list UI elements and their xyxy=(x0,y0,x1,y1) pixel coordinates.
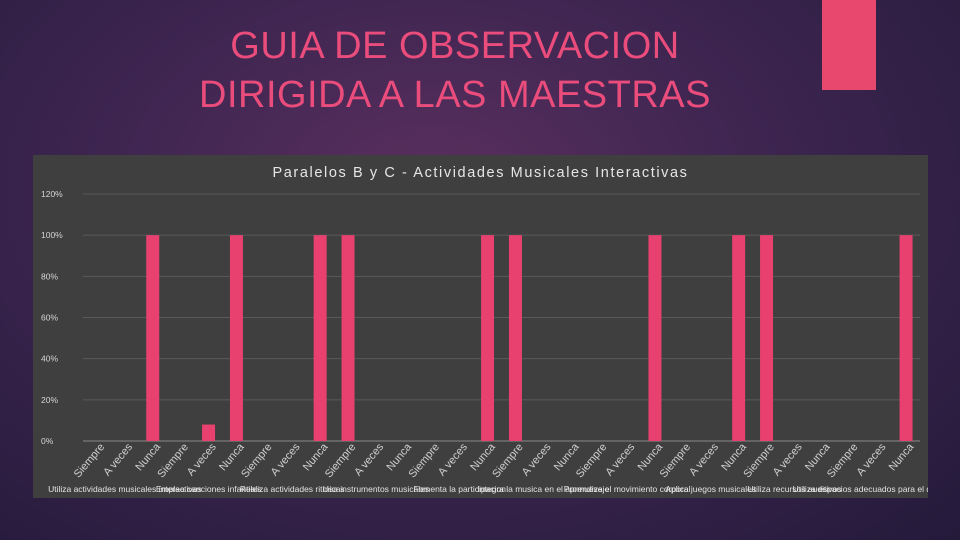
x-tick-label: A veces xyxy=(520,441,554,479)
x-tick-label: A veces xyxy=(352,441,386,479)
bar xyxy=(508,235,522,441)
y-tick-label: 100% xyxy=(41,230,63,240)
chart-panel: Paralelos B y C - Actividades Musicales … xyxy=(33,155,928,498)
x-tick-label: A veces xyxy=(854,441,888,479)
x-tick-label: A veces xyxy=(101,441,135,479)
y-tick-label: 40% xyxy=(41,354,58,364)
x-tick-label: A veces xyxy=(436,441,470,479)
bar xyxy=(899,235,913,441)
bar xyxy=(202,424,216,441)
x-tick-label: A veces xyxy=(269,441,303,479)
bar-chart: Paralelos B y C - Actividades Musicales … xyxy=(41,165,928,494)
accent-bar xyxy=(822,0,876,90)
chart-title: Paralelos B y C - Actividades Musicales … xyxy=(272,165,688,181)
y-tick-label: 80% xyxy=(41,271,58,281)
bar xyxy=(341,235,355,441)
bar xyxy=(481,235,495,441)
y-tick-label: 20% xyxy=(41,395,58,405)
group-label: Integra la musica en el aprendizaje xyxy=(477,484,609,494)
bar xyxy=(313,235,327,441)
y-tick-label: 60% xyxy=(41,313,58,323)
x-tick-label: A veces xyxy=(687,441,721,479)
bar xyxy=(648,235,662,441)
x-tick-label: A veces xyxy=(603,441,637,479)
group-label: Promueve el movimiento corporal xyxy=(564,484,691,494)
group-label: Usa instrumentos musicales xyxy=(323,484,429,494)
group-label: Fomenta la participacion xyxy=(413,484,506,494)
y-tick-label: 120% xyxy=(41,189,63,199)
slide-title: GUIA DE OBSERVACION DIRIGIDA A LAS MAEST… xyxy=(120,22,790,120)
bar xyxy=(146,235,160,441)
bar xyxy=(229,235,243,441)
slide-title-line1: GUIA DE OBSERVACION xyxy=(230,25,680,67)
group-label: Utiliza espacios adecuados para el desar… xyxy=(793,484,928,494)
group-label: Emplea canciones infantiles xyxy=(156,484,261,494)
x-tick-label: Nunca xyxy=(887,441,917,474)
x-tick-label: A veces xyxy=(771,441,805,479)
x-tick-label: A veces xyxy=(185,441,219,479)
group-label: Realiza actividades ritmicas xyxy=(240,484,345,494)
x-tick-label: Siempre xyxy=(72,441,108,480)
slide-title-line2: DIRIGIDA A LAS MAESTRAS xyxy=(199,74,711,116)
group-label: Utiliza recursos auditivos xyxy=(747,484,841,494)
group-label: Utiliza actividades musicales interactiv… xyxy=(48,484,202,494)
y-tick-label: 0% xyxy=(41,436,54,446)
bar xyxy=(732,235,746,441)
bar xyxy=(760,235,774,441)
group-label: Aplica juegos musicales xyxy=(665,484,756,494)
